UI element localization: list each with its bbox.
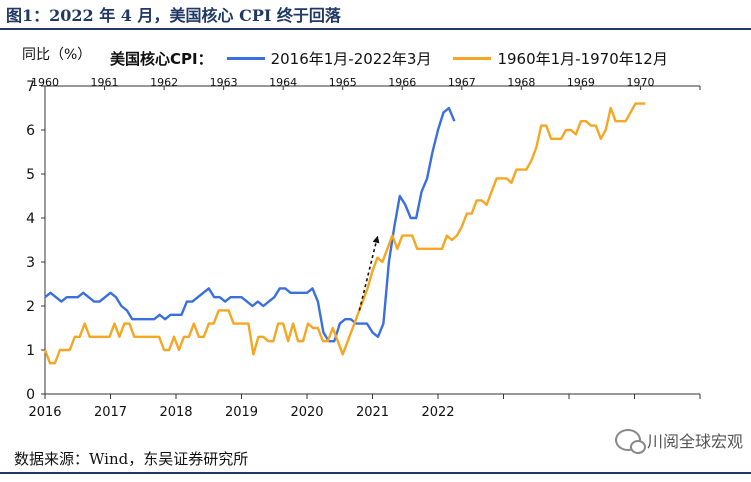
watermark: 川阅全球宏观 — [614, 428, 743, 454]
y-tick-label: 4 — [26, 211, 35, 227]
x-top-tick-label: 1967 — [448, 76, 476, 89]
legend-item-2016-2022: 2016年1月-2022年3月 — [226, 48, 432, 69]
x-top-tick-label: 1962 — [150, 76, 178, 89]
wechat-icon — [614, 429, 646, 454]
annotation-arrowhead — [372, 235, 380, 244]
y-tick-label: 3 — [26, 255, 35, 271]
legend-swatch-orange — [453, 57, 492, 60]
y-tick-label: 5 — [26, 167, 35, 183]
x-top-tick-label: 1965 — [329, 76, 357, 89]
legend-swatch-blue — [226, 57, 265, 60]
y-axis-label: 同比（%） — [22, 47, 92, 63]
chart-legend: 美国核心CPI： 2016年1月-2022年3月 1960年1月-1970年12… — [110, 48, 690, 69]
series-line-1960-1970 — [43, 102, 646, 365]
x-top-tick-label: 1966 — [388, 76, 416, 89]
x-bottom-tick-label: 2022 — [421, 405, 454, 420]
x-top-tick-label: 1961 — [91, 76, 119, 89]
y-tick-label: 7 — [26, 79, 35, 95]
title-divider — [0, 28, 751, 30]
y-tick-label: 6 — [26, 123, 35, 139]
x-top-tick-label: 1968 — [507, 76, 535, 89]
x-bottom-tick-label: 2020 — [290, 405, 323, 420]
x-top-tick-label: 1969 — [567, 76, 595, 89]
x-top-tick-label: 1964 — [269, 76, 297, 89]
legend-label-2016-2022: 2016年1月-2022年3月 — [270, 50, 432, 68]
x-bottom-tick-label: 2021 — [356, 405, 389, 420]
x-top-tick-label: 1960 — [31, 76, 59, 89]
y-tick-label: 2 — [26, 299, 35, 315]
x-top-tick-label: 1970 — [626, 76, 654, 89]
figure-title: 图1：2022 年 4 月，美国核心 CPI 终于回落 — [6, 6, 341, 25]
annotation-dashed-arrow — [358, 235, 379, 311]
x-bottom-tick-label: 2018 — [159, 405, 192, 420]
legend-label-1960-1970: 1960年1月-1970年12月 — [497, 50, 668, 68]
source-note: 数据来源：Wind，东吴证券研究所 — [14, 450, 249, 468]
y-tick-label: 0 — [26, 387, 35, 403]
y-tick-label: 1 — [26, 343, 35, 359]
x-bottom-tick-label: 2017 — [94, 405, 127, 420]
legend-item-1960-1970: 1960年1月-1970年12月 — [453, 48, 668, 69]
x-top-tick-label: 1963 — [210, 76, 238, 89]
series-line-2016-2022 — [44, 106, 456, 343]
x-bottom-tick-label: 2016 — [28, 405, 61, 420]
x-bottom-tick-label: 2019 — [225, 405, 258, 420]
watermark-text: 川阅全球宏观 — [646, 432, 743, 451]
footer-divider — [0, 472, 751, 474]
legend-title: 美国核心CPI： — [110, 50, 213, 68]
